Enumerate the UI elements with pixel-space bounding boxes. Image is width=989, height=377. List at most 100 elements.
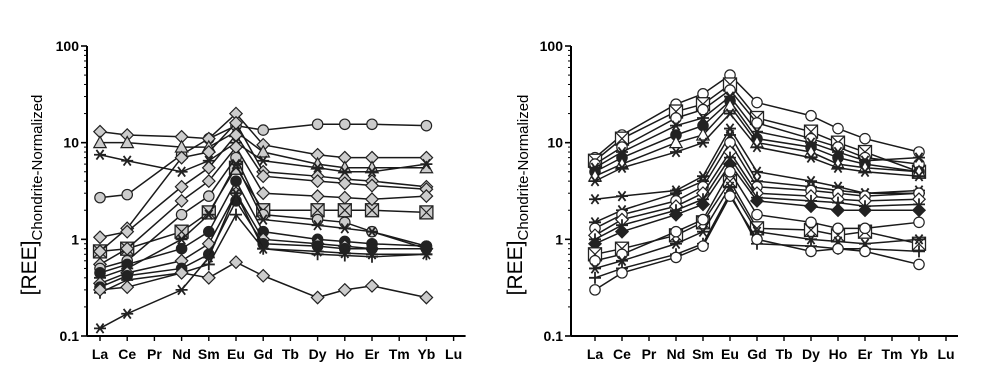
series-16-point-nd — [670, 238, 682, 250]
x-tick-label-pr: Pr — [147, 346, 162, 362]
series-16-point-er — [366, 248, 378, 260]
x-tick-label-ce: Ce — [118, 346, 136, 362]
series-7-point-er — [859, 166, 871, 178]
series-6-line — [594, 104, 920, 177]
series-14-line — [99, 213, 427, 294]
series-3-point-sm — [697, 103, 709, 116]
series-11-line — [99, 179, 427, 274]
x-tick-label-tm: Tm — [882, 346, 903, 362]
series-13-point-gd — [749, 193, 765, 208]
series-15-point-la — [589, 254, 601, 267]
series-3-point-la — [92, 135, 108, 149]
x-tick-label-la: La — [587, 346, 604, 362]
ree-chart-2-series-13 — [587, 157, 927, 251]
y-tick-label: 0.1 — [60, 328, 80, 344]
series-18-point-sm — [697, 240, 709, 252]
series-4-line — [99, 141, 427, 173]
x-tick-label-nd: Nd — [172, 346, 191, 362]
series-5-point-nd — [174, 224, 189, 239]
x-tick-label-la: La — [92, 346, 109, 362]
series-2-line — [594, 83, 920, 173]
series-13-point-yb — [911, 203, 927, 218]
series-1-point-er — [366, 118, 378, 131]
series-1-point-ho — [338, 118, 351, 131]
series-4-point-yb — [420, 158, 433, 170]
series-7-point-nd — [174, 179, 189, 194]
series-7-point-nd — [670, 146, 682, 158]
series-16-point-gd — [257, 243, 270, 255]
series-8-point-er — [364, 192, 380, 207]
series-4-line — [594, 95, 920, 169]
series-3-point-ce — [119, 135, 135, 149]
series-6-point-nd — [668, 135, 684, 149]
series-15-point-nd — [670, 225, 682, 238]
series-3-point-gd — [751, 117, 763, 129]
series-9-point-nd — [175, 208, 188, 221]
series-10-point-dy — [311, 219, 324, 231]
series-16-point-yb — [913, 233, 925, 245]
y-tick-label: 1 — [71, 231, 79, 247]
series-18-point-gd — [751, 233, 763, 246]
series-5-point-ho — [337, 203, 352, 218]
x-tick-label-gd: Gd — [253, 346, 272, 362]
y-tick-label: 1 — [555, 231, 563, 247]
series-8-point-la — [589, 193, 601, 205]
series-14-line — [594, 179, 920, 256]
series-4-point-la — [94, 149, 106, 161]
y-tick-label: 10 — [547, 135, 563, 151]
series-5-point-sm — [201, 205, 216, 220]
series-8-point-ce — [616, 190, 628, 202]
series-17-point-yb — [913, 245, 925, 258]
series-8-point-yb — [419, 189, 434, 204]
series-9-point-ho — [338, 216, 351, 229]
series-10-point-gd — [257, 214, 270, 225]
x-tick-label-yb: Yb — [910, 346, 928, 362]
x-tick-label-tb: Tb — [775, 346, 792, 362]
series-8-point-dy — [805, 175, 817, 187]
series-8-line — [99, 145, 427, 266]
series-16-point-eu — [724, 181, 736, 193]
series-16-point-nd — [175, 284, 188, 296]
x-tick-label-ho: Ho — [829, 346, 848, 362]
series-2-line — [99, 112, 427, 159]
series-7-point-dy — [310, 174, 325, 189]
series-1-point-ce — [121, 188, 133, 201]
series-1-line — [99, 123, 427, 199]
series-7-point-er — [364, 178, 380, 193]
ree-chart-2-series-12 — [589, 151, 925, 246]
series-4-point-nd — [175, 166, 188, 178]
x-tick-label-dy: Dy — [802, 346, 820, 362]
series-13-line — [594, 162, 919, 245]
series-4-point-ce — [121, 155, 134, 167]
ree-chart-1-series-7 — [92, 127, 434, 245]
series-13-point-ce — [614, 224, 630, 239]
series-1-point-dy — [805, 109, 817, 122]
series-15-line — [594, 170, 920, 262]
series-15-point-gd — [256, 268, 271, 283]
series-18-point-ce — [616, 267, 628, 279]
ree-chart-2-series-7 — [589, 108, 925, 187]
series-15-line — [99, 261, 427, 299]
series-18-point-dy — [805, 245, 817, 258]
series-9-point-eu — [230, 151, 242, 164]
series-10-point-eu — [230, 158, 242, 170]
series-1-point-gd — [751, 96, 763, 109]
x-tick-label-lu: Lu — [445, 346, 462, 362]
x-tick-label-ho: Ho — [335, 346, 354, 362]
series-16-line — [99, 191, 427, 330]
series-7-line — [594, 112, 920, 182]
series-10-point-er — [366, 226, 378, 238]
x-tick-label-dy: Dy — [309, 346, 327, 362]
series-15-point-la — [92, 282, 108, 297]
series-4-point-nd — [670, 120, 682, 131]
series-18-point-eu — [724, 190, 736, 202]
ree-chart-1-series-16 — [94, 187, 433, 334]
series-13-point-sm — [695, 197, 711, 212]
series-7-point-dy — [805, 152, 817, 163]
series-11-point-sm — [203, 225, 215, 238]
series-16-point-la — [589, 263, 601, 274]
x-tick-label-ce: Ce — [613, 346, 631, 362]
series-10-line — [594, 141, 920, 229]
ree-chart-1-series-8 — [92, 140, 434, 272]
series-7-point-ho — [337, 176, 352, 191]
